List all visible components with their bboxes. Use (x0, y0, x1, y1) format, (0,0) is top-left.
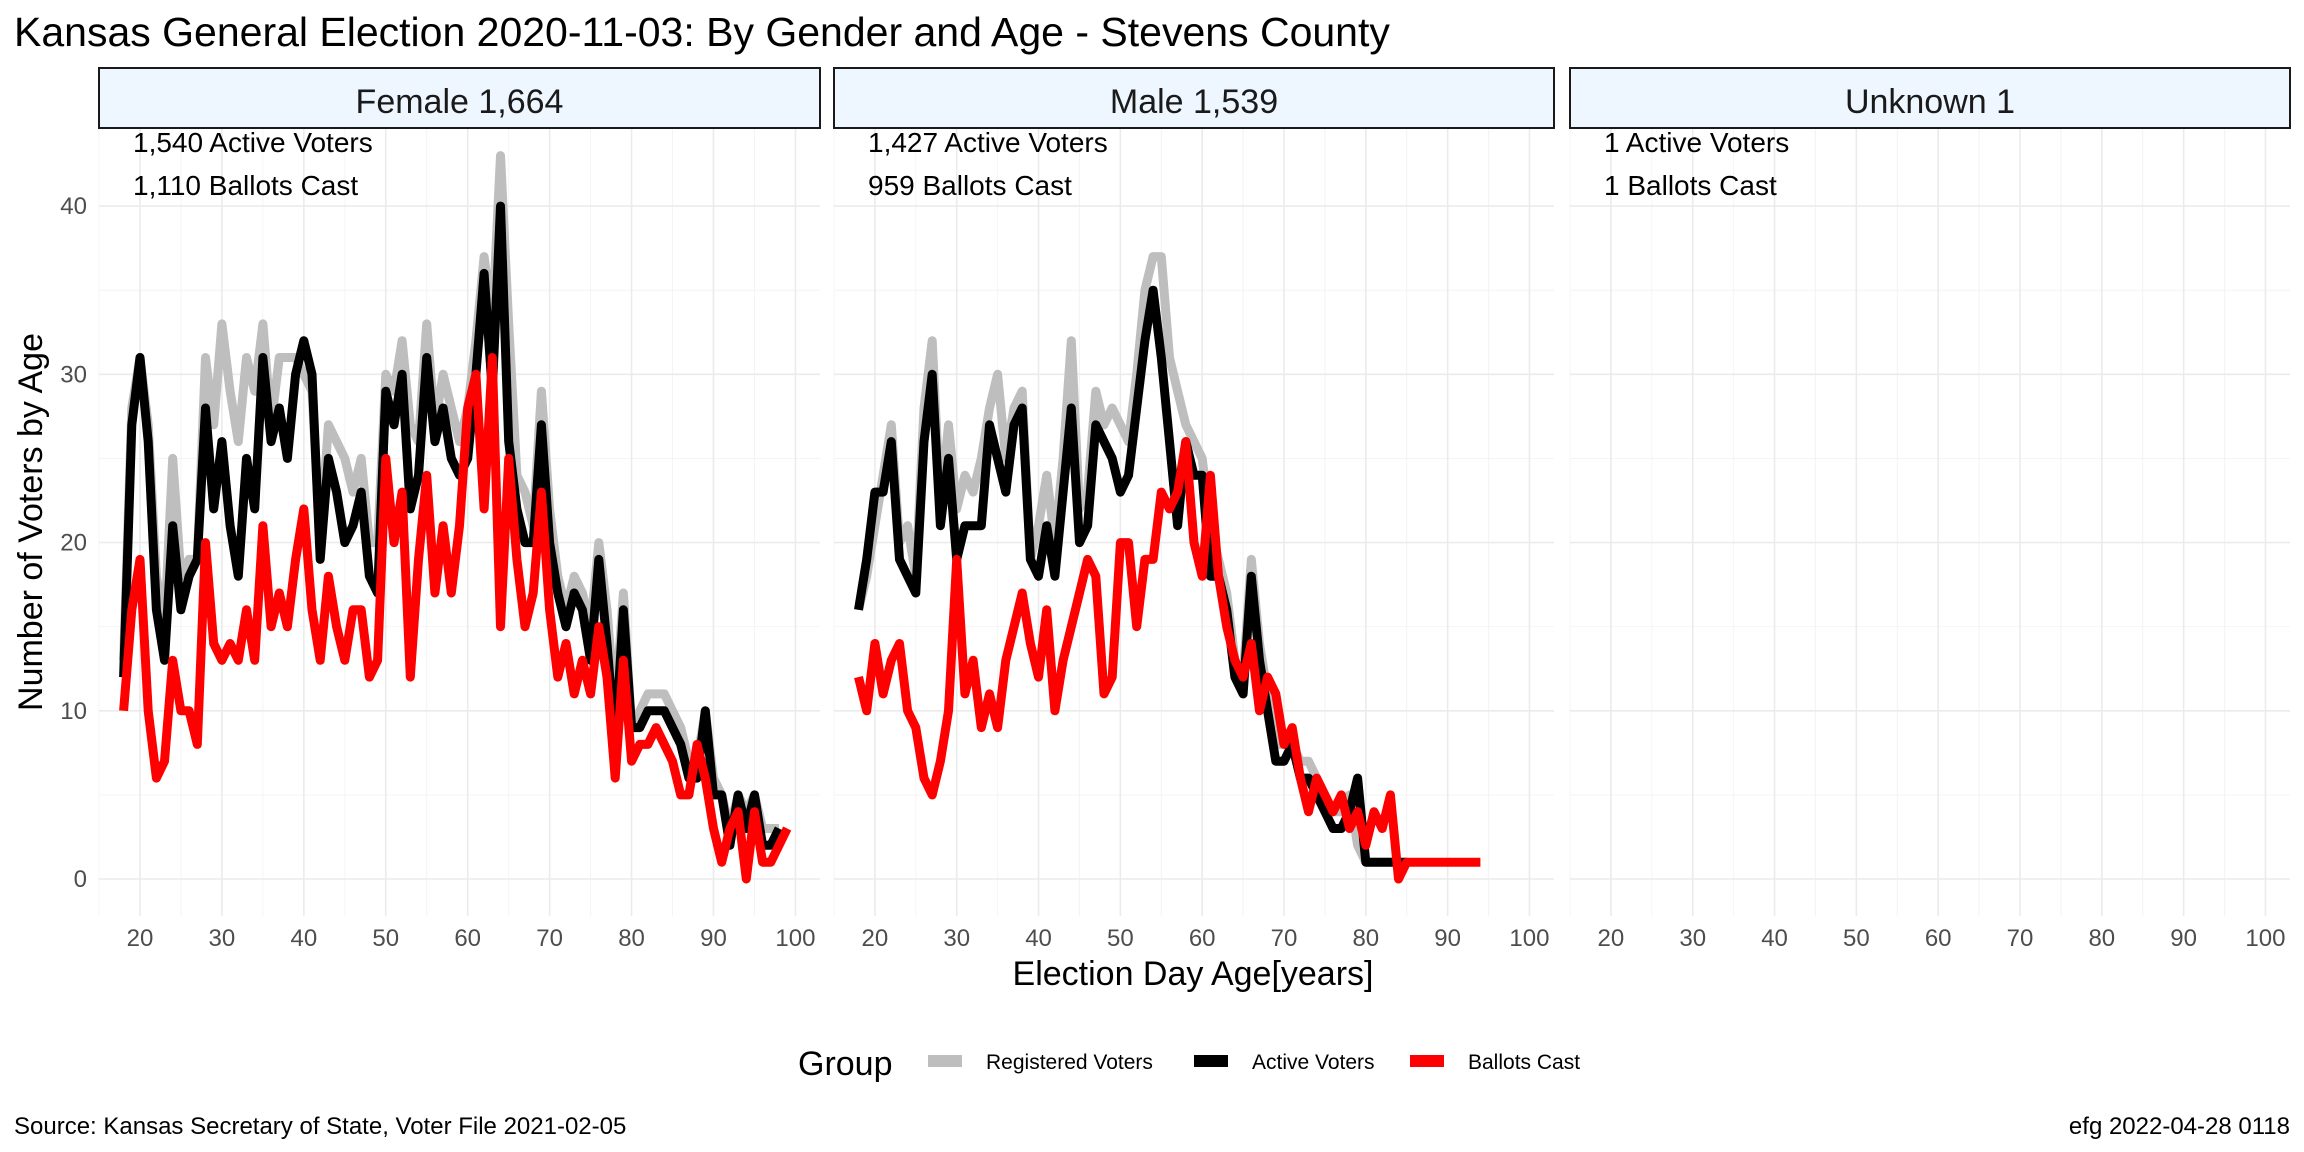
x-tick-label: 90 (700, 925, 727, 952)
y-axis-title: Number of Voters by Age (12, 333, 50, 711)
y-tick-label: 40 (60, 193, 87, 220)
x-tick-label: 50 (1843, 925, 1870, 952)
facet-annotation: 959 Ballots Cast (868, 170, 1072, 201)
caption-source: Source: Kansas Secretary of State, Voter… (14, 1113, 626, 1140)
facet-panels: Female 1,664 1,540 Active Voters 1,110 Bal… (60, 67, 2291, 952)
x-tick-label: 30 (943, 925, 970, 952)
series-line-ballots-cast (854, 437, 1481, 884)
y-tick-label: 20 (60, 530, 87, 557)
x-tick-label: 50 (1107, 925, 1134, 952)
x-tick-label: 70 (536, 925, 563, 952)
x-tick-label: 80 (618, 925, 645, 952)
x-tick-label: 30 (209, 925, 236, 952)
facet-strip-label: Male 1,539 (1110, 83, 1278, 121)
facet-strip (98, 67, 821, 129)
facet-panel-unknown-1: Unknown 1 1 Active Voters 1 Ballots Cast 20… (1569, 67, 2291, 952)
x-tick-label: 90 (2170, 925, 2197, 952)
x-tick-label: 60 (1189, 925, 1216, 952)
facet-annotation: 1,110 Ballots Cast (133, 170, 358, 201)
x-tick-label: 20 (127, 925, 154, 952)
x-tick-label: 80 (2088, 925, 2115, 952)
x-tick-label: 40 (290, 925, 317, 952)
x-tick-label: 40 (1025, 925, 1052, 952)
y-tick-label: 30 (60, 361, 87, 388)
facet-annotation: 1 Ballots Cast (1604, 170, 1777, 201)
facet-panel-female-1-664: Female 1,664 1,540 Active Voters 1,110 Bal… (60, 67, 821, 952)
x-tick-label: 60 (1925, 925, 1952, 952)
facet-annotation: 1,540 Active Voters (133, 127, 373, 158)
x-tick-label: 20 (862, 925, 889, 952)
series-line-ballots-cast (119, 353, 792, 884)
x-tick-label: 60 (454, 925, 481, 952)
legend-label-active-voters: Active Voters (1252, 1051, 1375, 1074)
x-tick-label: 70 (2007, 925, 2034, 952)
caption-credit: efg 2022-04-28 0118 (2069, 1113, 2290, 1140)
x-tick-label: 50 (372, 925, 399, 952)
facet-strip-label: Female 1,664 (356, 83, 564, 121)
x-tick-label: 100 (775, 925, 815, 952)
series-line-registered-voters (119, 151, 779, 833)
legend-label-registered-voters: Registered Voters (986, 1051, 1153, 1074)
facet-strip (1569, 67, 2291, 129)
facet-annotation: 1 Active Voters (1604, 127, 1789, 158)
x-tick-label: 90 (1434, 925, 1461, 952)
legend-label-ballots-cast: Ballots Cast (1468, 1051, 1580, 1074)
y-tick-label: 10 (60, 698, 87, 725)
x-tick-label: 20 (1598, 925, 1625, 952)
x-tick-label: 70 (1271, 925, 1298, 952)
x-tick-label: 100 (1509, 925, 1549, 952)
x-tick-label: 30 (1679, 925, 1706, 952)
plot-title: Kansas General Election 2020-11-03: By G… (14, 9, 1390, 55)
facet-strip (833, 67, 1555, 129)
facet-annotation: 1,427 Active Voters (868, 127, 1108, 158)
legend: Group Registered Voters Active Voters Ba… (798, 1045, 1580, 1083)
y-tick-label: 0 (74, 866, 87, 893)
x-axis-title: Election Day Age[years] (1013, 955, 1374, 993)
x-tick-label: 40 (1761, 925, 1788, 952)
x-tick-label: 80 (1352, 925, 1379, 952)
series-line-active-voters (119, 201, 784, 850)
legend-title: Group (798, 1045, 893, 1083)
facet-strip-label: Unknown 1 (1845, 83, 2015, 121)
x-tick-label: 100 (2245, 925, 2285, 952)
